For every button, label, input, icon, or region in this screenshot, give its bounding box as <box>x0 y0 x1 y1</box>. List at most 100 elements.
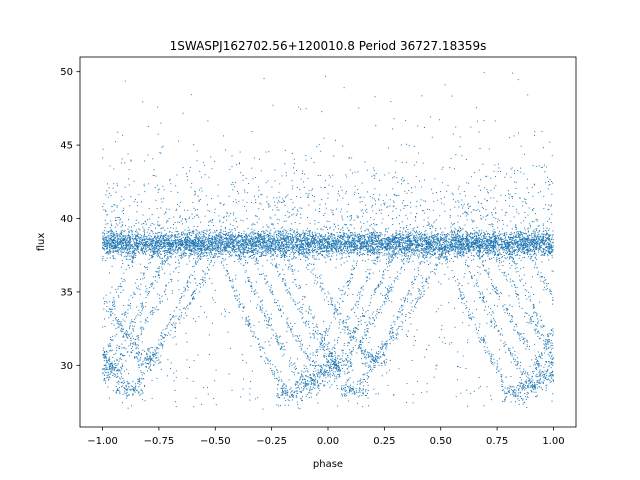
data-point <box>532 239 534 241</box>
data-point <box>429 257 431 259</box>
data-point <box>163 235 165 237</box>
data-point <box>175 243 177 245</box>
data-point <box>146 246 148 248</box>
data-point <box>185 252 186 254</box>
data-point <box>144 248 146 250</box>
data-point <box>239 240 241 242</box>
data-point <box>311 243 313 245</box>
data-point <box>275 247 277 249</box>
data-point <box>356 245 358 247</box>
data-point <box>208 252 210 254</box>
data-point <box>436 244 438 246</box>
data-point <box>419 231 420 233</box>
data-point <box>345 247 347 249</box>
data-point <box>162 244 164 246</box>
data-point <box>506 245 508 247</box>
data-point <box>238 245 240 247</box>
data-point <box>202 251 204 253</box>
data-point <box>490 237 492 239</box>
data-point <box>205 248 207 250</box>
data-point <box>243 239 245 241</box>
data-point <box>203 253 205 255</box>
data-point <box>180 232 182 234</box>
data-point <box>253 229 255 231</box>
data-point <box>366 253 368 255</box>
data-point <box>320 251 322 253</box>
data-point <box>549 244 551 246</box>
data-point <box>114 246 116 248</box>
data-point <box>480 241 482 243</box>
data-point <box>158 241 160 243</box>
data-point <box>135 243 137 245</box>
data-point <box>112 234 114 236</box>
data-point <box>256 239 258 241</box>
data-point <box>211 239 213 241</box>
data-point <box>417 256 419 258</box>
data-point <box>354 238 356 240</box>
data-point <box>454 245 456 247</box>
data-point <box>336 243 338 245</box>
data-point <box>245 241 247 243</box>
data-point <box>435 245 437 247</box>
data-point <box>406 255 408 257</box>
data-point <box>415 241 417 243</box>
data-point <box>224 234 226 236</box>
data-point <box>121 255 123 257</box>
data-point <box>118 238 120 240</box>
data-point <box>157 221 159 223</box>
data-point <box>495 239 497 241</box>
data-point <box>405 255 407 257</box>
data-point <box>312 248 314 250</box>
data-point <box>308 247 310 248</box>
data-point <box>527 246 529 248</box>
data-point <box>336 241 338 243</box>
data-point <box>409 250 411 252</box>
data-point <box>289 235 291 237</box>
data-point <box>253 233 255 235</box>
data-point <box>109 230 111 232</box>
data-point <box>212 240 214 242</box>
data-point <box>125 236 127 238</box>
data-point <box>359 247 361 249</box>
data-point <box>480 241 482 243</box>
data-point <box>232 241 234 243</box>
data-point <box>135 231 137 233</box>
data-point <box>459 253 461 255</box>
data-point <box>194 243 196 245</box>
data-point <box>117 251 119 253</box>
data-point <box>386 248 388 250</box>
data-point <box>193 232 195 234</box>
data-point <box>256 221 258 223</box>
data-point <box>548 237 550 239</box>
data-point <box>395 237 397 239</box>
data-point <box>455 229 457 231</box>
data-point <box>219 253 221 255</box>
data-point <box>453 249 455 251</box>
data-point <box>180 248 182 250</box>
data-point <box>220 235 222 237</box>
data-point <box>436 238 438 240</box>
data-point <box>328 243 330 245</box>
data-point <box>156 239 158 241</box>
data-point <box>527 238 529 240</box>
data-point <box>116 239 118 241</box>
data-point <box>291 234 293 236</box>
data-point <box>165 252 167 254</box>
data-point <box>117 244 119 246</box>
data-point <box>326 255 328 257</box>
data-point <box>190 250 192 252</box>
data-point <box>298 239 300 241</box>
data-point <box>143 247 145 249</box>
data-point <box>300 249 302 251</box>
data-point <box>282 237 284 239</box>
data-point <box>525 252 527 254</box>
data-point <box>128 226 130 228</box>
data-point <box>523 248 525 250</box>
data-point <box>464 240 466 242</box>
data-point <box>400 249 402 251</box>
data-point <box>347 247 349 249</box>
data-point <box>232 239 234 241</box>
data-point <box>376 246 378 248</box>
data-point <box>245 235 247 237</box>
data-point <box>316 240 318 242</box>
